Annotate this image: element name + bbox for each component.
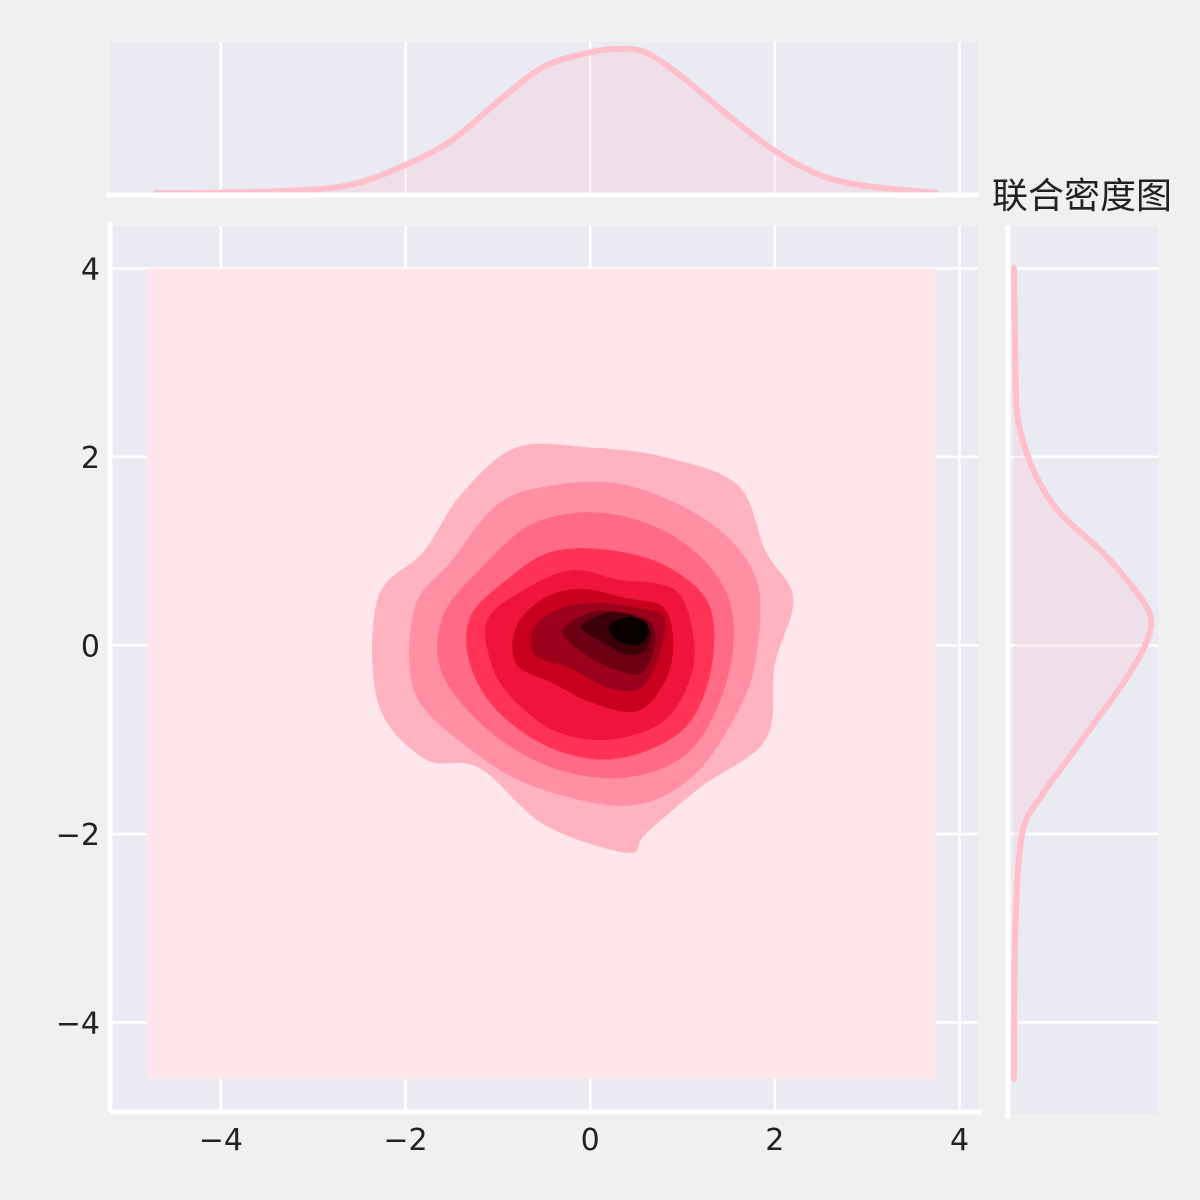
chart-title: 联合密度图 — [992, 176, 1172, 217]
x-tick-label: 2 — [765, 1123, 784, 1158]
x-tick-label: −4 — [199, 1123, 243, 1158]
x-tick-label: −2 — [383, 1123, 427, 1158]
main-joint-axes: −4 −2 0 2 4 −4 −2 0 2 4 — [56, 222, 982, 1158]
right-marginal-axes — [1005, 226, 1158, 1118]
contour-level-10 — [608, 617, 649, 646]
y-marginal-density-fill — [1014, 268, 1152, 1079]
y-tick-label: 2 — [81, 441, 100, 476]
y-tick-label: −4 — [56, 1006, 100, 1041]
x-marginal-density-fill — [156, 48, 937, 194]
x-tick-label: 0 — [581, 1123, 600, 1158]
x-tick-label: 4 — [950, 1123, 969, 1158]
y-tick-label: 0 — [81, 629, 100, 664]
y-tick-label: 4 — [81, 252, 100, 287]
y-marginal-density-line — [1011, 265, 1155, 1082]
density-contours — [372, 443, 794, 853]
x-marginal-density-line — [153, 45, 940, 196]
y-tick-label: −2 — [56, 818, 100, 853]
top-marginal-axes — [106, 42, 978, 198]
